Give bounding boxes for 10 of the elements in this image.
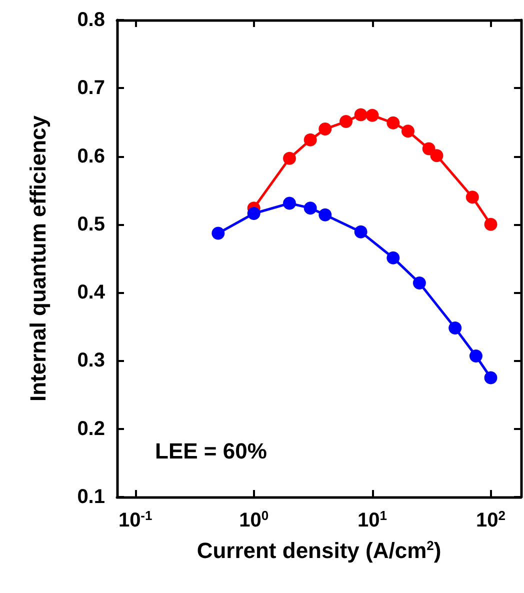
y-axis-title: Internal quantum efficiency: [26, 114, 50, 402]
y-tick-label: 0.6: [77, 145, 105, 168]
y-tick-label: 0.3: [77, 350, 105, 372]
y-tick-label: 0.2: [77, 418, 105, 440]
y-tick-label: 0.1: [77, 486, 105, 508]
y-tick-label: 0.7: [77, 77, 105, 100]
annotation: LEE = 60%: [155, 438, 267, 464]
y-tick-label: 0.5: [77, 213, 105, 236]
y-tick-label: 0.4: [77, 282, 106, 304]
y-tick-label: 0.8: [77, 9, 105, 31]
